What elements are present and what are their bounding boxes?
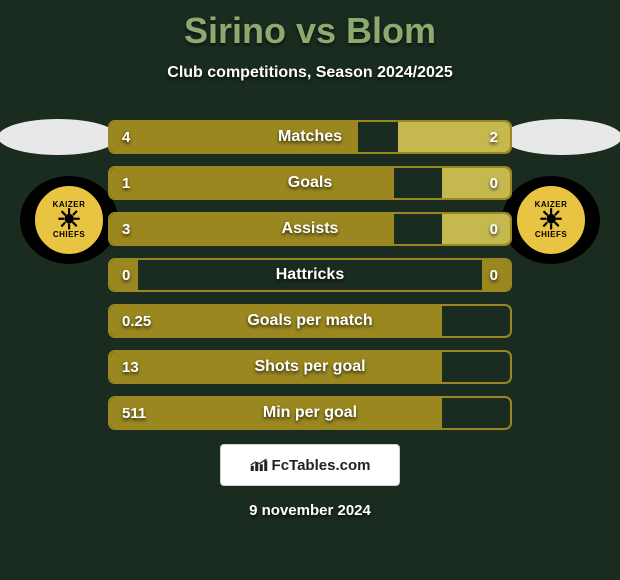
- stat-row: Goals1 0: [108, 166, 512, 200]
- club-badge-inner: KAIZER ☀ CHIEFS: [514, 183, 588, 257]
- stat-value-right: 0: [478, 168, 510, 198]
- stat-row: Shots per goal13: [108, 350, 512, 384]
- generation-date: 9 november 2024: [0, 502, 620, 519]
- stat-row: Matches4 2: [108, 120, 512, 154]
- chart-icon: [250, 458, 268, 472]
- stat-label: Min per goal: [110, 398, 510, 428]
- chief-icon: ☀: [56, 209, 81, 231]
- stat-value-left: 0: [110, 260, 142, 290]
- stats-panel: Matches42Goals10Assists30Hattricks00Goal…: [108, 120, 512, 442]
- club-badge-inner: KAIZER ☀ CHIEFS: [32, 183, 106, 257]
- stat-value-left: 511: [110, 398, 158, 428]
- stat-label: Matches: [110, 122, 510, 152]
- brand-card[interactable]: FcTables.com: [220, 444, 400, 486]
- stat-row: Assists3 0: [108, 212, 512, 246]
- brand-text: FcTables.com: [272, 457, 371, 474]
- stat-label: Hattricks: [110, 260, 510, 290]
- stat-label: Assists: [110, 214, 510, 244]
- stat-label: Shots per goal: [110, 352, 510, 382]
- subtitle: Club competitions, Season 2024/2025: [0, 64, 620, 82]
- vs-text: vs: [296, 10, 336, 51]
- stat-label: Goals per match: [110, 306, 510, 336]
- stat-value-left: 3: [110, 214, 142, 244]
- page-title: Sirino vs Blom: [0, 0, 620, 52]
- player2-name: Blom: [346, 10, 436, 51]
- player1-club-badge: KAIZER ☀ CHIEFS: [20, 176, 118, 264]
- stat-value-right: 2: [478, 122, 510, 152]
- stat-row: Min per goal511: [108, 396, 512, 430]
- stat-value-left: 0.25: [110, 306, 163, 336]
- player2-club-badge: KAIZER ☀ CHIEFS: [502, 176, 600, 264]
- stat-value-left: 1: [110, 168, 142, 198]
- player1-name: Sirino: [184, 10, 286, 51]
- stat-value-right: 0: [478, 260, 510, 290]
- chief-icon: ☀: [538, 209, 563, 231]
- player1-photo-placeholder: [0, 119, 118, 155]
- stat-value-left: 4: [110, 122, 142, 152]
- badge-text-bottom: CHIEFS: [535, 231, 567, 239]
- player2-photo-placeholder: [502, 119, 620, 155]
- stat-value-right: 0: [478, 214, 510, 244]
- stat-row: Hattricks0 0: [108, 258, 512, 292]
- stat-value-left: 13: [110, 352, 151, 382]
- stat-label: Goals: [110, 168, 510, 198]
- stat-row: Goals per match0.25: [108, 304, 512, 338]
- badge-text-bottom: CHIEFS: [53, 231, 85, 239]
